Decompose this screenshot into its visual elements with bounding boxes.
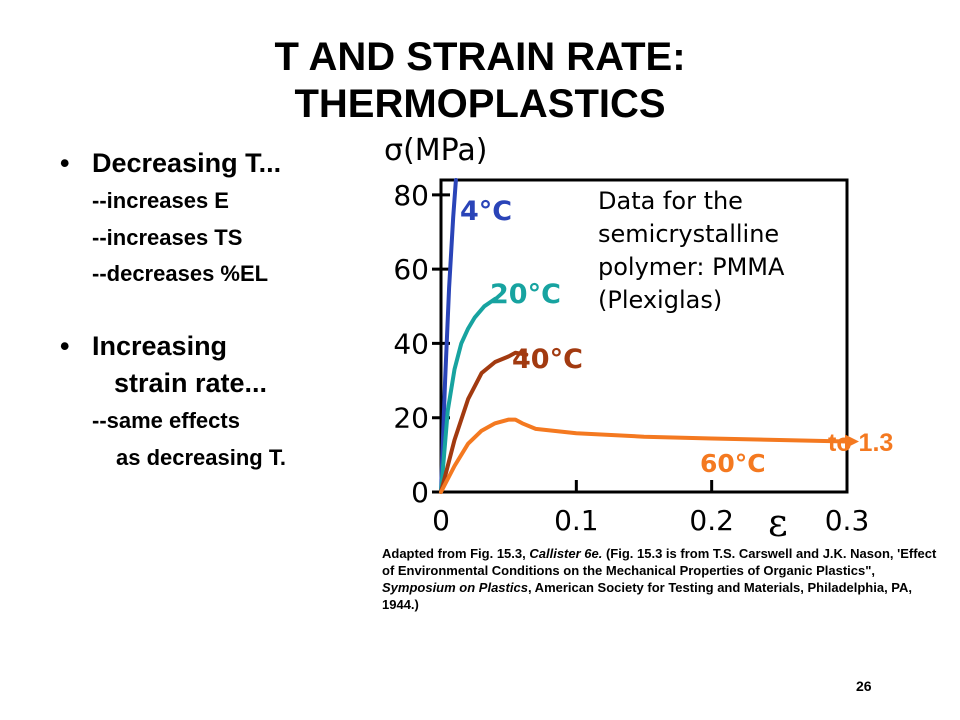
- caption-symposium-title: Symposium on Plastics: [382, 580, 528, 595]
- caption-text: (Fig. 15.3 is from T.S. Carswell and J.K…: [382, 546, 937, 578]
- figure-caption: Adapted from Fig. 15.3, Callister 6e. (F…: [382, 545, 942, 613]
- bullet-decreasing-t: • Decreasing T...: [60, 148, 281, 179]
- caption-text: Adapted from Fig. 15.3,: [382, 546, 530, 561]
- y-tick-label: 40: [393, 327, 429, 360]
- page-number: 26: [856, 678, 872, 694]
- caption-text: , American Society for Testing and Mater…: [382, 580, 913, 612]
- bullet-heading: Decreasing T...: [92, 148, 282, 178]
- series-line-20c: [439, 296, 498, 494]
- sub-bullet: --increases E: [92, 188, 229, 213]
- series-label-40c: 40°C: [512, 344, 583, 375]
- series-line-4c: [439, 178, 458, 494]
- bullet-dot: •: [60, 331, 70, 361]
- series-label-20c: 20°C: [490, 279, 561, 310]
- y-tick-label: 80: [393, 179, 429, 212]
- chart-note-line: Data for the: [598, 187, 743, 215]
- sub-bullet: --same effects: [92, 408, 240, 433]
- y-axis-label: σ(MPa): [384, 133, 487, 168]
- title-line-2: THERMOPLASTICS: [294, 82, 666, 127]
- y-tick-label: 60: [393, 253, 429, 286]
- x-tick-label: 0.1: [554, 504, 599, 537]
- series-label-60c: 60°C: [700, 449, 766, 478]
- plot-frame: [439, 178, 849, 494]
- x-tick-label: 0.3: [825, 504, 870, 537]
- caption-book-title: Callister 6e.: [529, 546, 603, 561]
- series-line-40c: [439, 350, 529, 494]
- chart-axes: 0 20 40 60 80 0 0.1 0.2 0.3: [393, 178, 870, 537]
- chart-note-line: (Plexiglas): [598, 286, 722, 314]
- slide-title: T AND STRAIN RATE: THERMOPLASTICS: [0, 34, 960, 128]
- x-axis-label: ε: [768, 501, 788, 545]
- series-label-4c: 4°C: [460, 196, 512, 227]
- sub-bullet: as decreasing T.: [116, 445, 286, 470]
- annotation-to-1-3: to 1.3: [828, 429, 893, 457]
- x-tick-label: 0: [432, 504, 450, 537]
- bullet-heading-continued: strain rate...: [114, 368, 268, 398]
- arrow-head: [845, 434, 859, 449]
- series-line-60c: [439, 417, 849, 494]
- bullet-heading: Increasing: [92, 331, 228, 361]
- chart-note-line: polymer: PMMA: [598, 253, 785, 281]
- y-tick-label: 0: [411, 476, 429, 509]
- chart-series: [439, 178, 859, 494]
- bullet-increasing-strain-rate: • Increasing: [60, 331, 227, 362]
- title-line-1: T AND STRAIN RATE:: [274, 35, 686, 79]
- chart-note-line: semicrystalline: [598, 220, 779, 248]
- sub-bullet: --increases TS: [92, 225, 243, 250]
- sub-bullet: --decreases %EL: [92, 261, 269, 286]
- chart-labels: σ(MPa) ε to 1.3 4°C 20°C 40°C 60°C Data for the…: [384, 133, 893, 545]
- bullet-dot: •: [60, 148, 70, 178]
- x-tick-label: 0.2: [689, 504, 734, 537]
- y-tick-label: 20: [393, 402, 429, 435]
